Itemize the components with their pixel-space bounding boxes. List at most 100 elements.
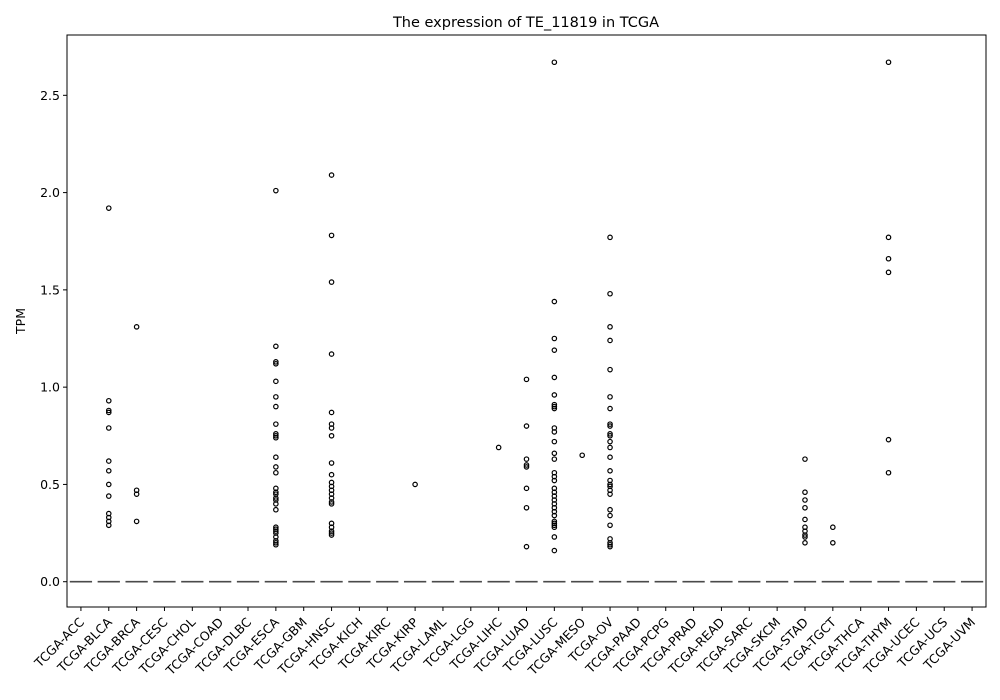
outlier-point — [523, 423, 530, 429]
outlier-point — [523, 462, 530, 468]
outlier-point — [273, 394, 279, 400]
outlier-point — [607, 522, 613, 529]
y-tick-label: 1.5 — [40, 282, 60, 297]
outlier-point — [328, 232, 335, 239]
outlier-point — [328, 351, 335, 357]
outlier-point — [579, 452, 585, 459]
outlier-point — [105, 458, 112, 464]
outlier-point — [328, 471, 335, 478]
outlier-point — [105, 407, 112, 414]
outlier-point — [273, 541, 279, 548]
outlier-point — [105, 522, 112, 529]
y-tick-label: 1.0 — [40, 380, 60, 395]
outlier-point — [273, 454, 279, 460]
outlier-point — [551, 456, 558, 462]
outlier-point — [273, 361, 279, 367]
outlier-point — [105, 205, 112, 211]
outlier-point — [273, 495, 279, 501]
outlier-point — [885, 234, 892, 241]
outlier-point — [495, 444, 502, 451]
outlier-point — [551, 547, 558, 554]
outlier-point — [273, 378, 279, 385]
outlier-point — [551, 522, 558, 529]
outlier-point — [328, 501, 335, 507]
outlier-point — [273, 432, 279, 439]
outlier-point — [802, 489, 808, 496]
outlier-point — [830, 539, 836, 546]
outlier-point — [551, 477, 558, 484]
outlier-point — [551, 347, 558, 353]
outlier-point — [551, 405, 558, 412]
chart-title: The expression of TE_11819 in TCGA — [392, 15, 659, 31]
outlier-point — [105, 409, 112, 416]
outlier-point — [802, 516, 808, 523]
outlier-point — [607, 394, 613, 400]
outlier-point — [607, 366, 613, 373]
outlier-point — [802, 534, 808, 540]
outlier-point — [607, 431, 613, 437]
outlier-point — [273, 539, 279, 546]
outlier-point — [607, 541, 613, 548]
outlier-point — [607, 468, 613, 474]
outlier-point — [328, 432, 335, 439]
outlier-point — [802, 504, 808, 511]
plot-frame — [66, 34, 987, 608]
outlier-point — [328, 279, 335, 285]
outlier-point — [133, 518, 140, 525]
outlier-point — [607, 481, 613, 488]
y-axis: 0.0 0.5 1.0 1.5 2.0 2.5 — [40, 88, 67, 589]
outlier-point — [607, 506, 613, 513]
outlier-point — [273, 343, 279, 350]
outlier-point — [551, 374, 558, 381]
outlier-point — [273, 464, 279, 470]
outlier-point — [551, 534, 558, 540]
outlier-point — [133, 491, 140, 497]
outlier-point — [551, 429, 558, 435]
y-tick-label: 2.5 — [40, 88, 60, 103]
outlier-point — [523, 485, 530, 492]
outlier-point — [607, 444, 613, 451]
outlier-point — [523, 543, 530, 550]
outlier-point — [273, 489, 279, 496]
outlier-point — [328, 425, 335, 431]
outlier-point — [273, 434, 279, 441]
outlier-point — [328, 460, 335, 466]
outlier-point — [551, 450, 558, 457]
outlier-point — [273, 528, 279, 534]
outlier-point — [802, 539, 808, 546]
outlier-point — [273, 187, 279, 194]
outlier-point — [885, 469, 892, 476]
outlier-point — [607, 234, 613, 241]
outlier-point — [328, 172, 335, 178]
outlier-point — [273, 469, 279, 476]
outlier-point — [802, 497, 808, 503]
outlier-point — [523, 456, 530, 462]
outlier-point — [523, 464, 530, 470]
outlier-point — [607, 512, 613, 519]
outlier-point — [802, 532, 808, 538]
outlier-point — [551, 59, 558, 66]
outlier-point — [273, 501, 279, 507]
outlier-point — [551, 512, 558, 519]
outlier-point — [607, 324, 613, 330]
outlier-point — [607, 438, 613, 445]
plot-area — [69, 59, 984, 583]
outlier-point — [607, 337, 613, 344]
y-tick-label: 2.0 — [40, 185, 60, 200]
outlier-point — [328, 499, 335, 505]
outlier-point — [830, 524, 836, 531]
outlier-point — [551, 335, 558, 342]
outlier-point — [328, 532, 335, 538]
outlier-point — [105, 397, 112, 404]
outlier-point — [607, 454, 613, 460]
outlier-point — [328, 409, 335, 416]
outlier-point — [133, 324, 140, 330]
outlier-point — [885, 436, 892, 443]
outlier-point — [607, 432, 613, 439]
y-tick-label: 0.0 — [40, 574, 60, 589]
outlier-point — [551, 438, 558, 445]
outlier-point — [607, 405, 613, 412]
outlier-point — [607, 423, 613, 429]
outlier-point — [523, 504, 530, 511]
